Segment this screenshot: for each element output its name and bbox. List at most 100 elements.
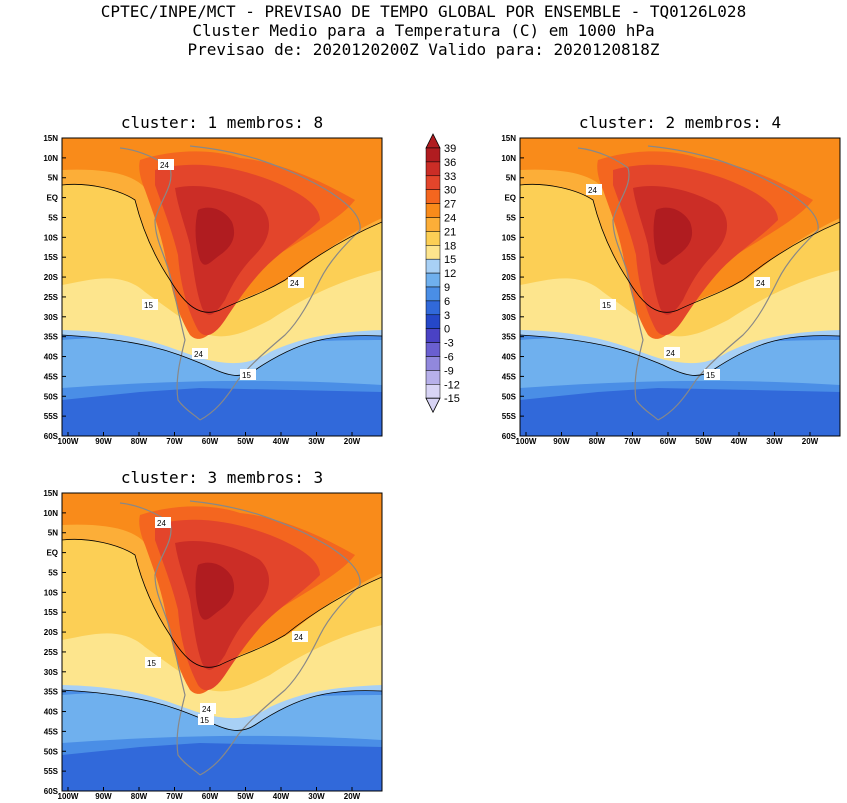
contour-24: [62, 538, 382, 668]
colorbar-cell: [425, 370, 441, 385]
lat-tick-label: 60S: [44, 787, 59, 796]
lat-tick-label: 30S: [44, 313, 59, 322]
colorbar-cell: [425, 258, 441, 274]
lat-tick-label: 15N: [43, 489, 58, 498]
lon-tick-label: 60W: [202, 437, 219, 446]
header-line-2: Cluster Medio para a Temperatura (C) em …: [192, 21, 655, 40]
lon-tick-label: 90W: [553, 437, 570, 446]
lon-tick-label: 60W: [660, 437, 677, 446]
colorbar-label: 3: [444, 310, 450, 322]
contour-labels: 24 24 15 24 15: [586, 184, 770, 380]
panel-1-map: 15N 10N 5N EQ 5S 10S 15S 20S 25S 30S 35S 40S 45S 50S 5…: [43, 134, 383, 446]
lat-tick-label: 10N: [43, 509, 58, 518]
colorbar-label: 33: [444, 171, 456, 183]
lat-tick-label: 5S: [506, 213, 516, 222]
lat-tick-label: EQ: [504, 194, 516, 203]
colorbar-cell: [425, 384, 441, 399]
lon-tick-label: 50W: [237, 792, 254, 801]
lat-tick-label: 35S: [502, 333, 517, 342]
lat-tick-label: 25S: [44, 293, 59, 302]
colorbar-cell: [425, 328, 441, 343]
lat-tick-label: 45S: [502, 372, 517, 381]
colorbar-cell: [425, 189, 441, 204]
lat-tick-label: 5N: [48, 174, 58, 183]
field-hot-core: [195, 562, 235, 620]
lat-tick-label: 40S: [502, 353, 517, 362]
lat-tick-label: 50S: [502, 392, 517, 401]
lon-tick-label: 30W: [308, 792, 325, 801]
colorbar-label: 27: [444, 199, 456, 211]
lat-tick-label: 20S: [502, 273, 517, 282]
colorbar-label: -12: [444, 379, 460, 391]
lat-tick-label: EQ: [46, 549, 58, 558]
colorbar-label: 24: [444, 213, 456, 225]
lat-tick-label: 10S: [44, 233, 59, 242]
panel-1-title: cluster: 1 membros: 8: [120, 113, 324, 132]
lon-tick-label: 40W: [731, 437, 748, 446]
lat-tick-label: 40S: [44, 708, 59, 717]
field-c9: [62, 388, 382, 436]
lat-tick-label: 15S: [44, 608, 59, 617]
colorbar-cell: [425, 231, 441, 246]
lon-tick-label: 70W: [624, 437, 641, 446]
lon-tick-label: 70W: [166, 792, 183, 801]
colorbar-label: 30: [444, 185, 456, 197]
colorbar-label: 9: [444, 282, 450, 294]
colorbar-cell: [425, 217, 441, 232]
lat-tick-label: 5N: [48, 529, 58, 538]
contour-24: [62, 183, 382, 313]
lat-tick-label: 30S: [502, 313, 517, 322]
lat-tick-label: 35S: [44, 333, 59, 342]
lon-tick-label: 80W: [589, 437, 606, 446]
colorbar-label: 18: [444, 240, 456, 252]
colorbar-cell: [425, 342, 441, 357]
lat-tick-label: 5S: [48, 568, 58, 577]
map-frame: [519, 137, 841, 437]
lat-tick-label: 35S: [44, 688, 59, 697]
lat-axis: 15N 10N 5N EQ 5S 10S 15S 20S 25S 30S 35S 40S 45S 50S 5…: [43, 134, 66, 441]
lon-tick-label: 100W: [516, 437, 537, 446]
contour-labels: 24 24 15 24 15: [142, 159, 304, 380]
panel-3-map: 15N 10N 5N EQ 5S 10S 15S 20S 25S 30S 35S 40S 45S 50S 5…: [43, 489, 383, 801]
contour-label: 15: [200, 716, 209, 725]
colorbar-label: -9: [444, 365, 454, 377]
contour-label: 15: [144, 301, 153, 310]
colorbar-label: 0: [444, 324, 450, 336]
lat-tick-label: 10S: [44, 588, 59, 597]
lon-axis: 100W 90W 80W 70W 60W 50W 40W 30W 20W: [58, 432, 361, 446]
lon-tick-label: 90W: [95, 437, 112, 446]
colorbar-cell: [425, 272, 441, 288]
colorbar-label: 36: [444, 157, 456, 169]
contour-label: 24: [588, 186, 597, 195]
colorbar-label: -3: [444, 338, 454, 350]
panel-2-title: cluster: 2 membros: 4: [578, 113, 782, 132]
panel-2-map: 15N 10N 5N EQ 5S 10S 15S 20S 25S 30S 35S 40S 45S 50S 5…: [501, 134, 841, 446]
contour-label: 15: [147, 659, 156, 668]
lat-tick-label: 55S: [44, 767, 59, 776]
field-hot-core: [653, 207, 693, 265]
lat-tick-label: 10N: [501, 154, 516, 163]
field-c9: [62, 743, 382, 791]
lat-tick-label: 50S: [44, 392, 59, 401]
lat-tick-label: 5N: [506, 174, 516, 183]
lat-axis: 15N 10N 5N EQ 5S 10S 15S 20S 25S 30S 35S 40S 45S 50S 5…: [43, 489, 66, 796]
lat-tick-label: 10S: [502, 233, 517, 242]
lat-tick-label: 20S: [44, 273, 59, 282]
lat-tick-label: 15S: [502, 253, 517, 262]
colorbar-label: 6: [444, 296, 450, 308]
lon-axis: 100W 90W 80W 70W 60W 50W 40W 30W 20W: [58, 787, 361, 801]
contour-15: [62, 689, 382, 731]
lon-axis: 100W 90W 80W 70W 60W 50W 40W 30W 20W: [516, 432, 819, 446]
lon-tick-label: 80W: [131, 437, 148, 446]
lat-tick-label: 60S: [502, 432, 517, 441]
colorbar-label: 39: [444, 143, 456, 155]
contour-15: [62, 334, 382, 376]
lon-tick-label: 80W: [131, 792, 148, 801]
contour-labels: 24 24 15 24 15: [145, 517, 308, 725]
colorbar-cell: [425, 147, 441, 163]
coastline: [577, 145, 819, 421]
lon-tick-label: 30W: [766, 437, 783, 446]
lon-tick-label: 50W: [695, 437, 712, 446]
lat-tick-label: 15N: [501, 134, 516, 143]
